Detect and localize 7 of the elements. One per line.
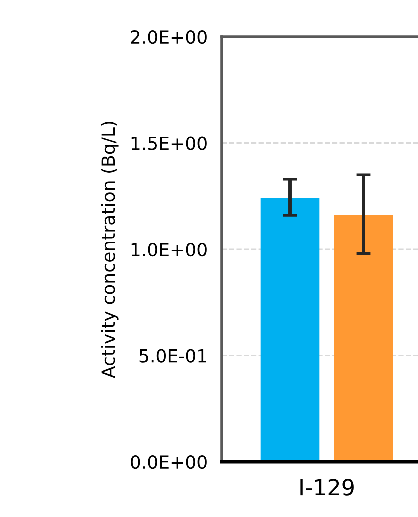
y-tick-label: 0.0E+00 <box>131 455 207 470</box>
x-tick-label: I-129 <box>300 479 354 496</box>
y-tick-label: 1.0E+00 <box>132 242 207 257</box>
y-tick-label: 5.0E-01 <box>140 349 206 363</box>
y-tick-label: 2.0E+00 <box>131 30 207 44</box>
y-tick-label: 1.5E+00 <box>132 136 207 150</box>
y-axis-title: Activity concentration (Bq/L) <box>101 122 119 378</box>
